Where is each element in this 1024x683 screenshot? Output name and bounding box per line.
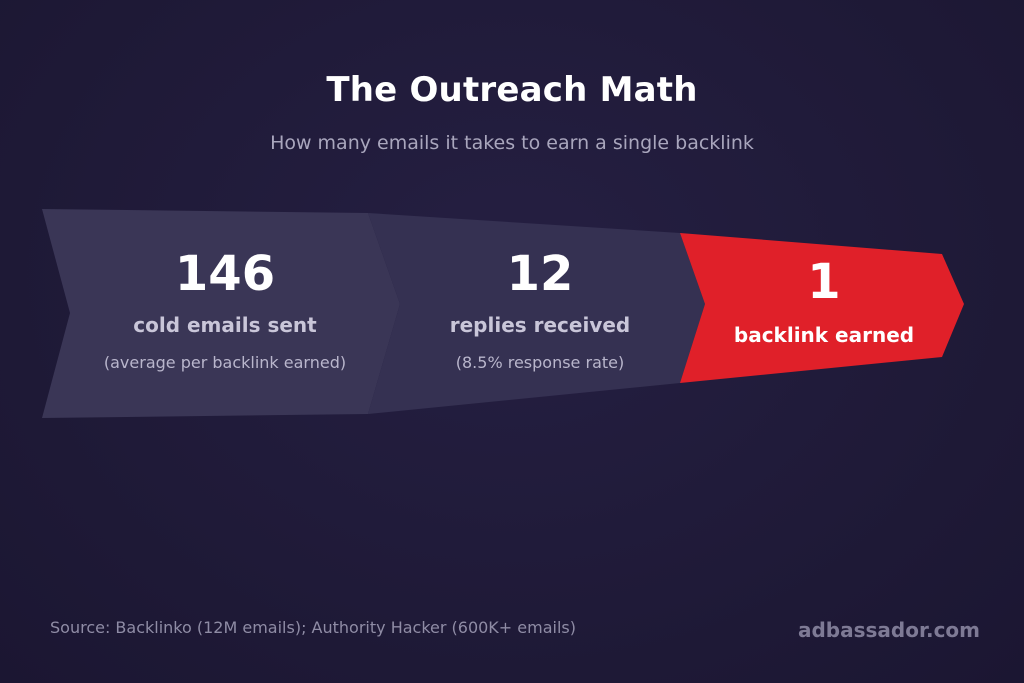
funnel-stage-3: 1 backlink earned [700, 254, 948, 348]
page-title: The Outreach Math [326, 70, 698, 110]
funnel-stage-1: 146 cold emails sent (average per backli… [80, 246, 370, 374]
stage-1-note: (average per backlink earned) [103, 353, 347, 372]
page-subtitle: How many emails it takes to earn a singl… [270, 132, 754, 154]
brand-watermark: adbassador.com [797, 618, 980, 642]
stage-2-label: replies received [449, 313, 631, 337]
stage-2-note: (8.5% response rate) [455, 353, 625, 372]
funnel-stage-2: 12 replies received (8.5% response rate) [400, 246, 680, 374]
stage-1-value: 146 [174, 246, 276, 302]
source-citation: Source: Backlinko (12M emails); Authorit… [50, 618, 576, 637]
stage-1-label: cold emails sent [133, 313, 317, 337]
funnel-stage-3-shape [680, 233, 964, 383]
funnel-stage-1-shape [42, 209, 400, 418]
stage-3-label: backlink earned [733, 323, 915, 347]
funnel-stage-2-shape [368, 213, 705, 414]
stage-2-value: 12 [506, 246, 574, 302]
stage-3-value: 1 [807, 254, 841, 310]
